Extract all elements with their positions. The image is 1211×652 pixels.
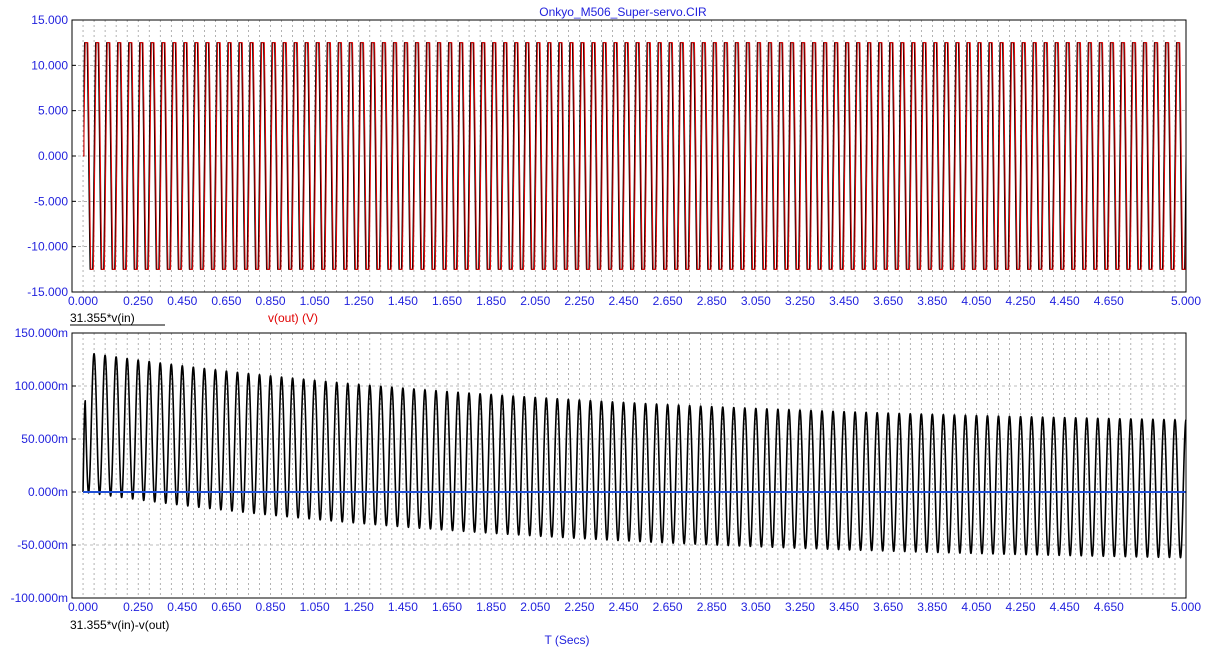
bottom-y-tick-label: 50.000m <box>21 432 68 446</box>
top-x-tick-label: 3.450 <box>829 294 859 308</box>
bottom-x-tick-label: 1.050 <box>300 600 330 614</box>
top-x-tick-label: 2.450 <box>608 294 638 308</box>
top-x-tick-label: 0.450 <box>167 294 197 308</box>
bottom-y-tick-label: -50.000m <box>17 538 68 552</box>
top-x-tick-label: 3.650 <box>873 294 903 308</box>
legend-trace-difference: 31.355*v(in)-v(out) <box>70 618 169 632</box>
bottom-x-tick-label: 2.850 <box>697 600 727 614</box>
bottom-x-tick-label: 4.250 <box>1006 600 1036 614</box>
top-trace-1 <box>82 42 1187 270</box>
top-plot-panel: 15.000 10.000 5.000 0.000 -5.000 -10.000 -15.0… <box>27 13 1201 308</box>
bottom-x-tick-label: 1.250 <box>344 600 374 614</box>
top-y-tick-label: -10.000 <box>27 240 68 254</box>
top-y-tick-label: 5.000 <box>38 104 68 118</box>
bottom-plot-panel: 150.000m 100.000m 50.000m 0.000m -50.000m -10… <box>11 326 1202 614</box>
top-x-tick-label: 1.450 <box>388 294 418 308</box>
bottom-plot-frame <box>71 332 1187 599</box>
legend-trace-input: 31.355*v(in) <box>70 311 135 325</box>
bottom-x-tick-label: 2.050 <box>520 600 550 614</box>
top-y-tick-label: 0.000 <box>38 149 68 163</box>
top-x-tick-label: 1.650 <box>432 294 462 308</box>
bottom-x-tick-label: 4.650 <box>1094 600 1124 614</box>
top-x-tick-label: 0.650 <box>211 294 241 308</box>
bottom-x-tick-label: 5.000 <box>1171 600 1201 614</box>
bottom-y-tick-label: 0.000m <box>28 485 68 499</box>
top-x-tick-label: 1.250 <box>344 294 374 308</box>
top-x-tick-label: 0.850 <box>256 294 286 308</box>
top-x-tick-label: 4.650 <box>1094 294 1124 308</box>
top-x-tick-label: 2.050 <box>520 294 550 308</box>
bottom-x-tick-label: 4.050 <box>961 600 991 614</box>
top-x-tick-label: 3.050 <box>741 294 771 308</box>
top-y-tick-label: 10.000 <box>31 58 68 72</box>
top-x-tick-label: 1.050 <box>300 294 330 308</box>
top-x-tick-label: 2.250 <box>564 294 594 308</box>
bottom-x-tick-label: 0.000 <box>68 600 98 614</box>
bottom-x-tick-label: 0.250 <box>123 600 153 614</box>
bottom-y-tick-label: 100.000m <box>15 379 68 393</box>
bottom-x-tick-label: 0.850 <box>256 600 286 614</box>
bottom-x-tick-label: 2.650 <box>653 600 683 614</box>
bottom-x-tick-label: 3.850 <box>917 600 947 614</box>
top-x-tick-label: 5.000 <box>1171 294 1201 308</box>
bottom-x-tick-label: 2.250 <box>564 600 594 614</box>
bottom-x-tick-label: 0.650 <box>211 600 241 614</box>
bottom-x-tick-label: 1.650 <box>432 600 462 614</box>
top-y-tick-label: 15.000 <box>31 13 68 27</box>
bottom-x-tick-label: 1.850 <box>476 600 506 614</box>
top-y-tick-label: -15.000 <box>27 285 68 299</box>
bottom-x-tick-label: 3.050 <box>741 600 771 614</box>
bottom-x-tick-label: 3.450 <box>829 600 859 614</box>
top-x-tick-label: 3.850 <box>917 294 947 308</box>
top-y-tick-label: -5.000 <box>34 194 68 208</box>
top-x-tick-label: 1.850 <box>476 294 506 308</box>
bottom-x-tick-label: 3.250 <box>785 600 815 614</box>
bottom-x-tick-label: 3.650 <box>873 600 903 614</box>
top-x-tick-label: 0.000 <box>68 294 98 308</box>
x-axis-label: T (Secs) <box>544 633 589 647</box>
top-x-tick-label: 2.850 <box>697 294 727 308</box>
top-x-tick-label: 4.450 <box>1050 294 1080 308</box>
top-x-tick-label: 0.250 <box>123 294 153 308</box>
top-x-tick-label: 4.050 <box>961 294 991 308</box>
legend-trace-output: v(out) (V) <box>268 311 318 325</box>
bottom-y-tick-label: 150.000m <box>15 326 68 340</box>
top-x-tick-label: 2.650 <box>653 294 683 308</box>
top-x-tick-label: 4.250 <box>1006 294 1036 308</box>
bottom-trace-0 <box>82 352 1187 559</box>
bottom-x-tick-label: 4.450 <box>1050 600 1080 614</box>
figure-title: Onkyo_M506_Super-servo.CIR <box>539 5 707 19</box>
top-x-tick-label: 3.250 <box>785 294 815 308</box>
bottom-x-tick-label: 2.450 <box>608 600 638 614</box>
bottom-x-tick-label: 0.450 <box>167 600 197 614</box>
bottom-y-tick-label: -100.000m <box>11 591 68 605</box>
bottom-x-tick-label: 1.450 <box>388 600 418 614</box>
